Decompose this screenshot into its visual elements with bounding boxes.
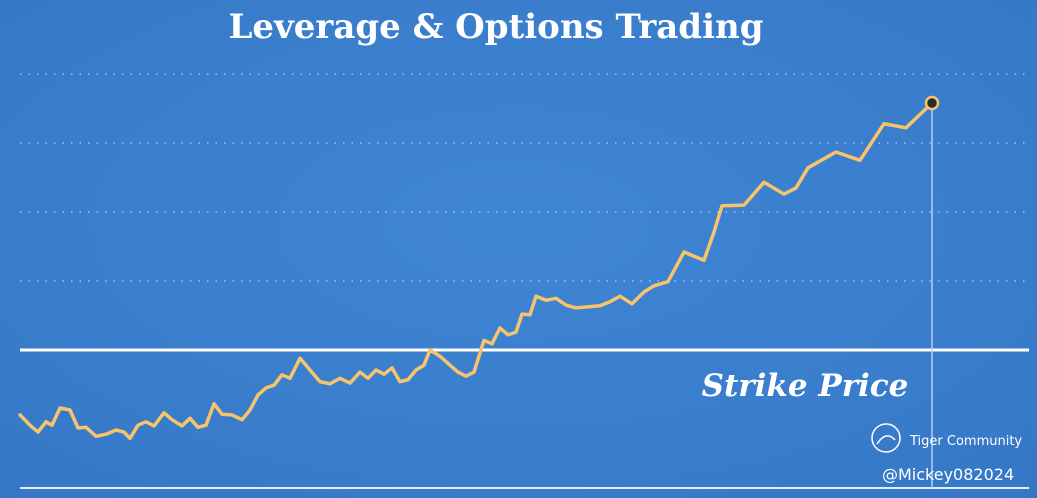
- chart-title: Leverage & Options Trading: [229, 7, 764, 47]
- end-marker: [924, 95, 940, 111]
- watermark-logo: [871, 423, 901, 453]
- strike-label: Strike Price: [702, 368, 909, 404]
- price-line: [18, 101, 934, 441]
- watermark-user: @Mickey082024: [882, 465, 1014, 484]
- watermark-brand: Tiger Community: [909, 434, 1022, 449]
